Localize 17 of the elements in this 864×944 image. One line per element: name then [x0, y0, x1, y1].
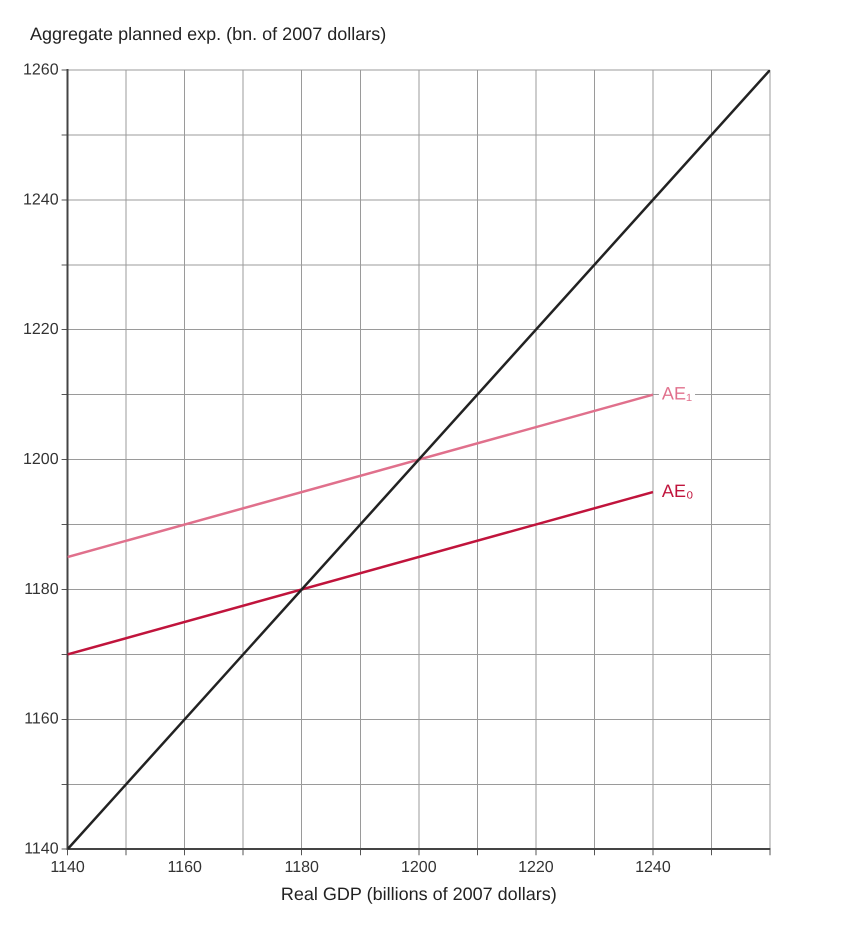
x-tick-label: 1140	[50, 859, 85, 876]
y-tick-label: 1240	[23, 191, 59, 208]
x-tick-label: 1160	[167, 859, 202, 876]
y-axis-title: Aggregate planned exp. (bn. of 2007 dollars)	[30, 24, 386, 45]
x-tick-label: 1180	[284, 859, 320, 876]
x-axis-title: Real GDP (billions of 2007 dollars)	[280, 884, 557, 904]
x-tick-label: 1240	[635, 859, 671, 876]
series-label: AE₀	[662, 481, 694, 502]
y-tick-label: 1180	[24, 580, 59, 598]
x-tick-label: 1200	[401, 859, 437, 876]
series-label: AE₁	[662, 384, 692, 404]
y-tick-label: 1220	[23, 321, 59, 338]
y-tick-label: 1200	[23, 451, 59, 468]
y-tick-label: 1160	[24, 710, 59, 728]
y-tick-label: 1260	[23, 61, 59, 78]
y-tick-label: 1140	[24, 840, 59, 858]
x-tick-label: 1220	[518, 859, 554, 876]
